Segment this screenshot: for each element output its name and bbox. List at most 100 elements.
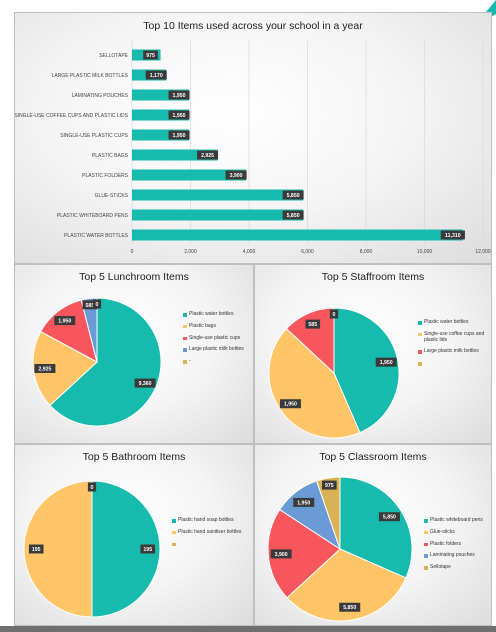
lunchroom-chart-title: Top 5 Lunchroom Items bbox=[79, 271, 189, 283]
legend-swatch bbox=[172, 542, 176, 546]
pie-slice bbox=[91, 480, 161, 618]
pie-slice bbox=[267, 508, 341, 599]
x-tick-label: 0 bbox=[131, 249, 134, 255]
classroom-chart-panel: Top 5 Classroom Items 5,850 5,850 3,900 1,9… bbox=[254, 444, 492, 626]
pie-value-label-bg bbox=[378, 512, 400, 522]
pie-value-label-bg bbox=[54, 316, 76, 326]
category-label: GLUE-STICKS bbox=[95, 193, 129, 199]
classroom-chart-title: Top 5 Classroom Items bbox=[319, 451, 427, 463]
legend-item: Plastic water bottles bbox=[418, 319, 490, 326]
bar-value-label-text: 5,850 bbox=[287, 193, 300, 199]
pie-value-label: 195 bbox=[28, 544, 44, 554]
legend-item: Plastic hand soap bottles bbox=[172, 517, 254, 524]
bathroom-legend: Plastic hand soap bottles Plastic hand sa… bbox=[172, 517, 254, 546]
pie-value-label-bg bbox=[322, 480, 337, 490]
category-label: LAMINATING POUCHES bbox=[72, 93, 129, 99]
pie-value-label-bg bbox=[82, 300, 98, 310]
legend-swatch bbox=[424, 554, 428, 558]
staffroom-legend: Plastic water bottles Single-use coffee c… bbox=[418, 319, 490, 366]
legend-item: Sellotape bbox=[424, 564, 492, 571]
bar bbox=[132, 229, 463, 241]
lunchroom-pie-chart: 9,360 2,925 1,950 585 0 bbox=[32, 297, 162, 427]
legend-label: Plastic hand sanitiser bottles bbox=[178, 528, 242, 535]
legend-item: Single-use coffee cups and plastic lids bbox=[418, 331, 490, 344]
bathroom-chart-panel: Top 5 Bathroom Items 195 195 0 Plastic han… bbox=[14, 444, 254, 626]
pie-value-label: 585 bbox=[305, 319, 321, 329]
x-tick-label: 10,000 bbox=[417, 249, 433, 255]
legend-label: Large plastic milk bottles bbox=[189, 346, 244, 353]
pie-slice bbox=[286, 548, 407, 622]
legend-swatch bbox=[183, 324, 187, 329]
pie-value-label-text: 9,360 bbox=[139, 381, 152, 387]
bar bbox=[132, 149, 218, 161]
category-label: PLASTIC WHITEBOARD PENS bbox=[57, 213, 129, 219]
pie-value-label: 1,950 bbox=[279, 399, 301, 409]
bar-value-label-bg bbox=[168, 130, 190, 140]
pie-slice bbox=[268, 327, 361, 439]
legend-label: Plastic whiteboard pens bbox=[430, 517, 483, 523]
pie-slice bbox=[32, 330, 98, 407]
bar-value-label-bg bbox=[145, 70, 167, 80]
classroom-legend: Plastic whiteboard pens Glue-sticks Plasti… bbox=[424, 517, 492, 577]
bar-value-label-bg bbox=[197, 150, 219, 160]
pie-value-label-text: 1,950 bbox=[380, 360, 393, 366]
category-label: SINGLE-USE PLASTIC CUPS bbox=[60, 133, 128, 139]
pie-value-label-text: 5,850 bbox=[383, 515, 396, 521]
legend-item: Single-use plastic cups bbox=[183, 335, 253, 342]
staffroom-chart-panel: Top 5 Staffroom Items 1,950 1,950 585 0 Pla… bbox=[254, 264, 492, 444]
bar-value-label: 1,950 bbox=[168, 90, 190, 100]
legend-label: Large plastic milk bottles bbox=[424, 348, 479, 355]
pie-slice bbox=[23, 480, 93, 618]
bar-value-label: 1,170 bbox=[145, 70, 167, 80]
pie-slice bbox=[339, 476, 413, 579]
bar-chart: 0 2,000 4,000 6,000 8,000 10,000 12,000 SELLOTA… bbox=[15, 41, 491, 255]
legend-swatch bbox=[418, 362, 422, 366]
legend-swatch bbox=[183, 348, 187, 352]
lunchroom-chart-panel: Top 5 Lunchroom Items 9,360 2,925 1,950 585… bbox=[14, 264, 254, 444]
lunchroom-legend: Plastic water bottles Plastic bags Single-… bbox=[183, 311, 253, 371]
pie-value-label: 9,360 bbox=[134, 378, 156, 388]
bar bbox=[132, 129, 190, 141]
legend-item: Plastic folders bbox=[424, 541, 492, 548]
bar bbox=[132, 209, 304, 221]
legend-swatch bbox=[183, 336, 187, 340]
legend-swatch bbox=[424, 530, 428, 535]
pie-value-label: 585 bbox=[82, 300, 98, 310]
pie-value-label: 975 bbox=[322, 480, 337, 490]
legend-label: - bbox=[189, 358, 191, 364]
bar-value-label-bg bbox=[440, 230, 465, 240]
legend-item: Glue-sticks bbox=[424, 528, 492, 536]
staffroom-pie-chart: 1,950 1,950 585 0 bbox=[268, 307, 400, 439]
bar-value-label-text: 3,900 bbox=[230, 173, 243, 179]
bar bbox=[132, 89, 190, 101]
pie-value-label-bg bbox=[87, 482, 97, 492]
category-label: PLASTIC FOLDERS bbox=[82, 173, 129, 179]
legend-swatch bbox=[183, 313, 187, 317]
pie-value-label: 1,950 bbox=[54, 316, 76, 326]
legend-label: Plastic bags bbox=[189, 322, 216, 329]
pie-value-label: 5,850 bbox=[339, 602, 361, 612]
pie-value-label-text: 2,925 bbox=[38, 366, 51, 372]
legend-label: Glue-sticks bbox=[430, 528, 455, 535]
bar-value-label-text: 1,950 bbox=[173, 113, 186, 119]
category-label: PLASTIC WATER BOTTLES bbox=[64, 233, 129, 239]
legend-swatch bbox=[418, 321, 422, 325]
pie-value-label-text: 0 bbox=[333, 312, 336, 318]
pie-value-label: 5,850 bbox=[378, 512, 400, 522]
category-label: SELLOTAPE bbox=[99, 53, 128, 59]
legend-label: Plastic water bottles bbox=[189, 311, 234, 317]
legend-item: Large plastic milk bottles bbox=[418, 348, 490, 355]
legend-swatch bbox=[172, 519, 176, 523]
pie-value-label-text: 1,950 bbox=[58, 319, 71, 325]
bar-value-label-text: 11,310 bbox=[445, 233, 461, 239]
category-label: SINGLE-USE COFFEE CUPS AND PLASTIC LIDS bbox=[15, 113, 129, 119]
pie-value-label-bg bbox=[329, 309, 339, 319]
pie-value-label-bg bbox=[339, 602, 361, 612]
pie-value-label-text: 5,850 bbox=[343, 605, 356, 611]
pie-value-label-text: 585 bbox=[86, 303, 95, 309]
bathroom-pie-chart: 195 195 0 bbox=[23, 480, 161, 618]
pie-value-label-bg bbox=[134, 378, 156, 388]
bathroom-chart-title: Top 5 Bathroom Items bbox=[82, 451, 186, 463]
bar-value-label: 1,950 bbox=[168, 110, 190, 120]
pie-value-label-bg bbox=[305, 319, 321, 329]
